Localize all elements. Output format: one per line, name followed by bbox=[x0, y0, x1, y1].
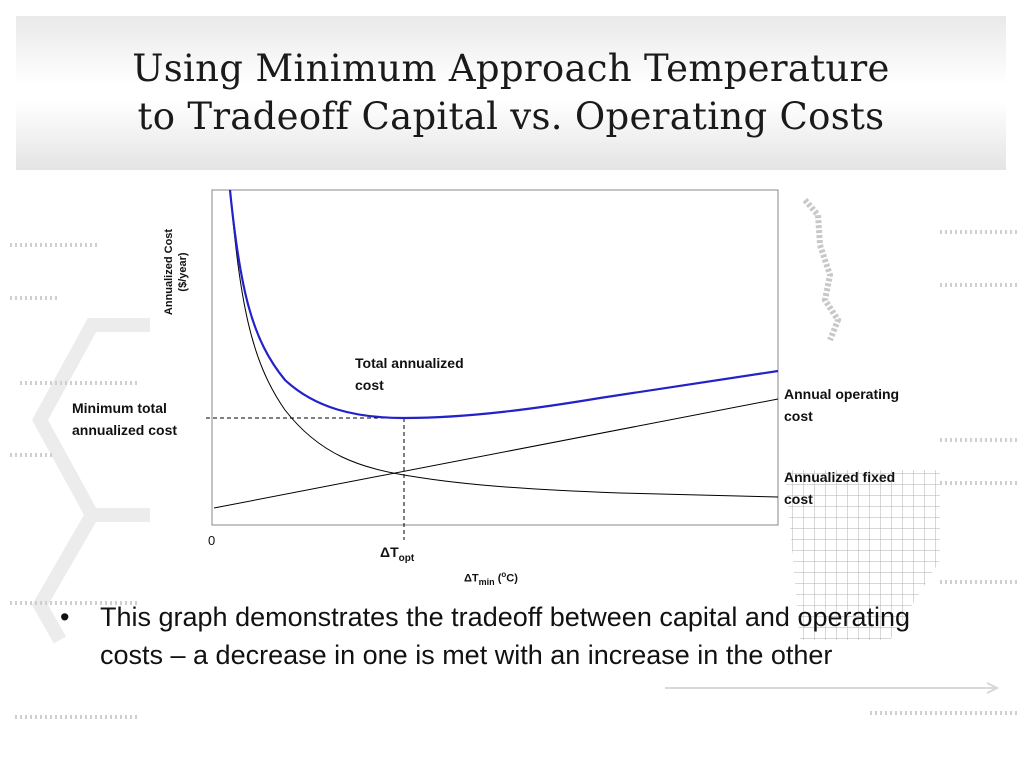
title-banner: Using Minimum Approach Temperature to Tr… bbox=[16, 16, 1006, 170]
chain-decoration bbox=[802, 198, 842, 342]
x-axis-label: ΔTmin (oC) bbox=[464, 570, 518, 587]
total-annualized-cost-curve bbox=[228, 189, 779, 420]
grid-decoration bbox=[785, 470, 940, 640]
y-axis-label: Annualized Cost ($/year) bbox=[163, 228, 189, 316]
bullet-marker: • bbox=[60, 602, 70, 632]
slide-title-line-1: Using Minimum Approach Temperature bbox=[132, 47, 890, 90]
annual-operating-cost-line bbox=[213, 398, 779, 509]
total-annualized-cost-label: Total annualized cost bbox=[355, 355, 464, 393]
annualized-fixed-cost-label: Annualized fixed cost bbox=[784, 469, 896, 507]
hexagon-decoration bbox=[31, 318, 150, 644]
plot-area bbox=[211, 189, 779, 526]
minimum-total-cost-label: Minimum total annualized cost bbox=[72, 400, 178, 438]
bullet-text: This graph demonstrates the tradeoff bet… bbox=[100, 602, 911, 670]
annualized-fixed-cost-curve bbox=[229, 189, 779, 498]
dotted-text-decoration bbox=[10, 230, 1020, 719]
slide-title-line-2: to Tradeoff Capital vs. Operating Costs bbox=[137, 95, 885, 138]
origin-label: 0 bbox=[208, 533, 216, 548]
optimum-dt-label: ΔTopt bbox=[380, 544, 415, 564]
annual-operating-cost-label: Annual operating cost bbox=[784, 386, 900, 424]
